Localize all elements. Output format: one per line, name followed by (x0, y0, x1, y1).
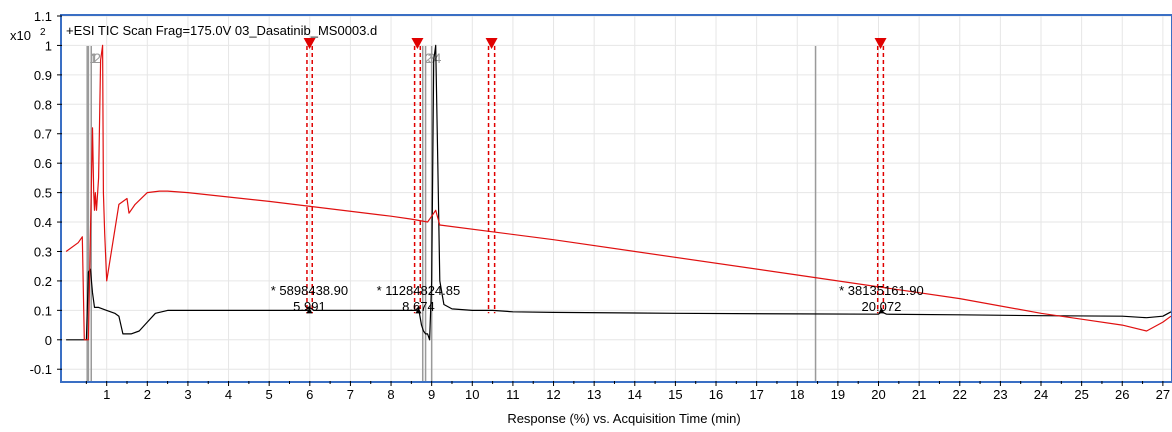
integration-marker-label: 1 (89, 50, 97, 66)
integration-marker-label: 1 (90, 50, 98, 66)
x-tick-label: 5 (266, 387, 273, 402)
peak-area-label: * 5898438.90 (271, 283, 348, 298)
y-tick-label: 0 (45, 333, 52, 348)
x-tick-label: 3 (184, 387, 191, 402)
y-tick-label: 0.2 (34, 274, 52, 289)
tic-trace-black (66, 44, 1172, 341)
x-tick-label: 4 (225, 387, 232, 402)
x-tick-label: 20 (871, 387, 885, 402)
x-tick-label: 25 (1074, 387, 1088, 402)
x-tick-label: 26 (1115, 387, 1129, 402)
label-layer: * 5898438.905.991 * 11284824.858.674 * 381… (271, 283, 924, 314)
peak-area-label: * 11284824.85 (377, 283, 461, 298)
peak-marker-triangle[interactable] (303, 38, 316, 49)
y-tick-label: 0.4 (34, 215, 52, 230)
x-tick-label: 21 (912, 387, 926, 402)
integration-marker-label: 2 (93, 50, 101, 66)
x-tick-label: 24 (1034, 387, 1048, 402)
x-tick-label: 18 (790, 387, 804, 402)
x-tick-label: 13 (587, 387, 601, 402)
x-tick-label: 27 (1156, 387, 1170, 402)
x-tick-label: 2 (144, 387, 151, 402)
y-tick-label: 0.7 (34, 127, 52, 142)
peak-time-label: 5.991 (293, 299, 326, 314)
y-tick-label: 0.5 (34, 186, 52, 201)
grid-layer (62, 15, 1171, 381)
x-axis-label: Response (%) vs. Acquisition Time (min) (507, 411, 740, 426)
chart-title: +ESI TIC Scan Frag=175.0V 03_Dasatinib_M… (66, 23, 377, 38)
y-exponent: 2 (40, 27, 46, 38)
x-tick-label: 17 (749, 387, 763, 402)
series-layer (65, 44, 1172, 341)
tic-trace-red (65, 44, 1172, 341)
plot-frame[interactable] (60, 14, 1172, 383)
peak-marker-triangle[interactable] (874, 38, 887, 49)
peak-apex-marker (415, 307, 422, 314)
y-tick-label: 1 (45, 38, 52, 53)
y-tick-label: -0.1 (30, 362, 52, 377)
peak-apex-marker (878, 307, 885, 314)
x-tick-label: 7 (347, 387, 354, 402)
y-tick-label: 0.8 (34, 97, 52, 112)
y-tick-label: 0.9 (34, 68, 52, 83)
y-tick-label: 1.1 (34, 9, 52, 24)
peak-area-label: * 38135161.90 (839, 283, 924, 298)
x-tick-label: 11 (506, 387, 520, 402)
x-tick-label: 23 (993, 387, 1007, 402)
x-tick-label: 14 (628, 387, 642, 402)
x-tick-label: 19 (831, 387, 845, 402)
peak-marker-triangle[interactable] (485, 38, 498, 49)
integration-marker-label: 2 (425, 50, 433, 66)
peak-time-label: 8.674 (402, 299, 435, 314)
x-tick-label: 8 (387, 387, 394, 402)
marker-layer: 112234 (86, 38, 887, 381)
peak-time-label: 20.072 (862, 299, 902, 314)
y-tick-label: 0.6 (34, 156, 52, 171)
x-tick-label: 22 (953, 387, 967, 402)
x-tick-label: 12 (546, 387, 560, 402)
integration-marker-label: 4 (434, 50, 442, 66)
peak-marker-triangle[interactable] (411, 38, 424, 49)
peak-apex-marker (306, 307, 313, 314)
x-tick-label: 1 (103, 387, 110, 402)
x-tick-label: 9 (428, 387, 435, 402)
y-multiplier: x10 (10, 28, 31, 43)
x-tick-label: 10 (465, 387, 479, 402)
y-tick-label: 0.1 (34, 303, 52, 318)
axis-layer: 1 2 3 4 5 6 7 8 9 10 11 12 13 14 15 16 17 18 19 20 21 22 23 24 2… (30, 9, 1171, 402)
x-tick-label: 15 (668, 387, 682, 402)
y-tick-label: 0.3 (34, 244, 52, 259)
x-tick-label: 6 (306, 387, 313, 402)
x-tick-label: 16 (709, 387, 723, 402)
